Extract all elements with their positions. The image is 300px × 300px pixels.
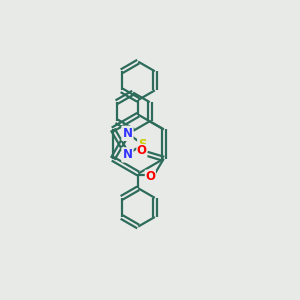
- Text: S: S: [138, 138, 147, 151]
- Text: O: O: [137, 145, 147, 158]
- Text: O: O: [145, 170, 155, 183]
- Text: N: N: [122, 127, 132, 140]
- Text: N: N: [122, 148, 132, 161]
